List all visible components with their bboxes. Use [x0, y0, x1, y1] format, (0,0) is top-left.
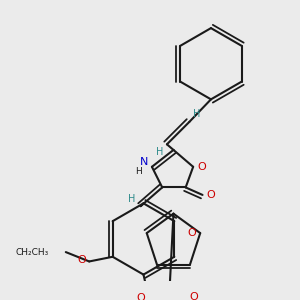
- Text: H: H: [193, 109, 201, 119]
- Text: H: H: [135, 167, 142, 176]
- Text: O: O: [136, 293, 145, 300]
- Text: O: O: [77, 255, 86, 265]
- Text: O: O: [197, 162, 206, 172]
- Text: O: O: [190, 292, 199, 300]
- Text: H: H: [156, 147, 163, 157]
- Text: N: N: [140, 157, 148, 167]
- Text: CH₂CH₃: CH₂CH₃: [16, 248, 49, 256]
- Text: H: H: [128, 194, 135, 204]
- Text: O: O: [207, 190, 215, 200]
- Text: O: O: [188, 228, 196, 238]
